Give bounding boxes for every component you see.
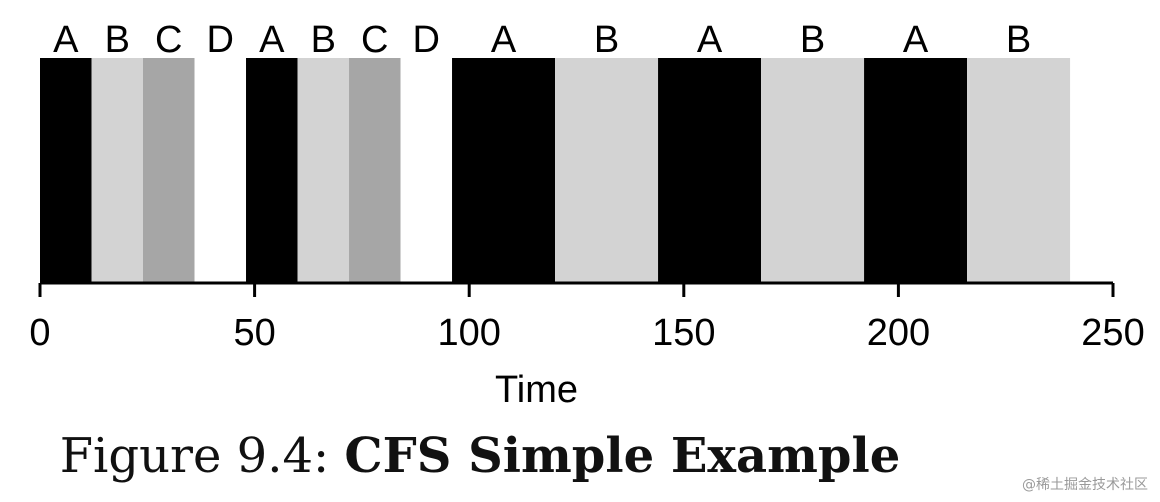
segment-bar-b-11: [761, 58, 865, 283]
segment-bar-a-0: [40, 58, 92, 283]
segment-label-1: B: [105, 19, 130, 61]
segment-bar-c-2: [143, 58, 195, 283]
caption-title: CFS Simple Example: [344, 428, 901, 484]
segment-bar-b-1: [91, 58, 144, 283]
figure-caption: Figure 9.4: CFS Simple Example: [0, 428, 960, 484]
caption-prefix: Figure 9.4:: [59, 428, 345, 484]
segment-label-11: B: [800, 19, 825, 61]
segment-label-3: D: [207, 19, 234, 61]
segment-bar-c-6: [349, 58, 401, 283]
x-tick-label-3: 150: [652, 312, 715, 354]
segment-label-0: A: [53, 19, 79, 61]
segment-bar-b-5: [297, 58, 350, 283]
segment-bar-a-12: [864, 58, 968, 283]
x-tick-label-0: 0: [29, 312, 50, 354]
segment-label-5: B: [311, 19, 336, 61]
x-axis-title: Time: [495, 369, 578, 411]
segment-label-12: A: [903, 19, 929, 61]
x-tick-label-4: 200: [867, 312, 930, 354]
x-tick-label-2: 100: [437, 312, 500, 354]
segment-label-4: A: [259, 19, 285, 61]
segment-label-9: B: [594, 19, 619, 61]
segment-label-7: D: [413, 19, 440, 61]
segment-bar-a-8: [452, 58, 556, 283]
x-tick-label-5: 250: [1081, 312, 1144, 354]
segment-label-6: C: [361, 19, 388, 61]
segment-bar-a-10: [658, 58, 762, 283]
x-tick-label-1: 50: [233, 312, 275, 354]
cfs-timeline-chart: A B C D A B C D A B A B A B 0 50 100 150 200 250 Time: [29, 19, 1144, 411]
segment-label-2: C: [155, 19, 182, 61]
watermark: @稀土掘金技术社区: [1022, 477, 1148, 493]
segment-bar-d-3: [194, 58, 247, 283]
segment-bar-d-7: [400, 58, 453, 283]
segment-bar-b-9: [555, 58, 659, 283]
segment-label-13: B: [1006, 19, 1031, 61]
segment-label-8: A: [491, 19, 517, 61]
segment-label-10: A: [697, 19, 723, 61]
segment-bar-b-13: [967, 58, 1071, 283]
segment-bar-a-4: [246, 58, 298, 283]
